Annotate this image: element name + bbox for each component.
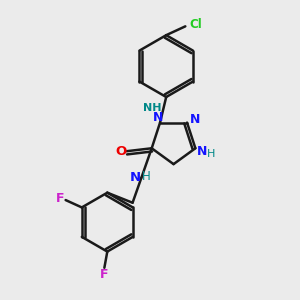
Text: NH: NH [143,103,161,113]
Text: N: N [190,113,200,126]
Text: Cl: Cl [190,18,203,32]
Text: F: F [56,192,64,205]
Text: N: N [152,111,163,124]
Text: O: O [116,145,127,158]
Text: N: N [129,171,140,184]
Text: H: H [142,170,151,183]
Text: F: F [100,268,109,281]
Text: H: H [206,148,215,159]
Text: N: N [197,145,207,158]
